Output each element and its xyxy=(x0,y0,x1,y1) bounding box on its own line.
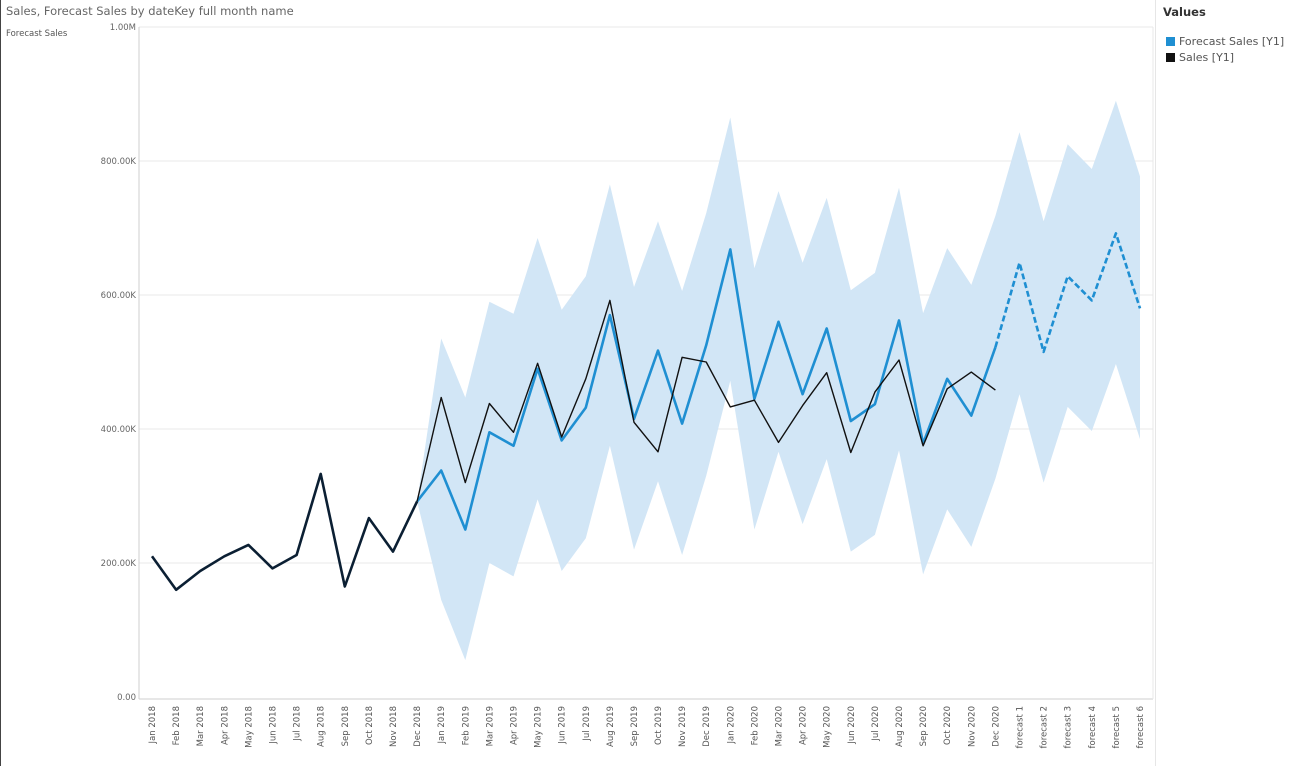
x-tick-label: Nov 2018 xyxy=(389,706,399,747)
x-tick-label: Jan 2018 xyxy=(148,706,158,744)
x-tick-label: Dec 2020 xyxy=(991,706,1001,747)
x-tick-label: Dec 2019 xyxy=(702,706,712,747)
x-tick-label: Jun 2019 xyxy=(558,706,568,745)
x-tick-label: Apr 2020 xyxy=(799,706,809,745)
x-tick-label: forecast 2 xyxy=(1040,706,1050,748)
line-chart-plot[interactable]: 0.00 200.00K 400.00K 600.00K 800.00K 1.00M Jan… xyxy=(1,0,1156,766)
sales-line xyxy=(416,299,996,502)
x-tick-label: Jan 2020 xyxy=(726,706,736,744)
y-tick-label: 200.00K xyxy=(101,559,137,569)
y-tick-label: 1.00M xyxy=(110,23,136,33)
x-tick-label: forecast 4 xyxy=(1088,706,1098,748)
x-tick-label: forecast 6 xyxy=(1136,706,1146,748)
x-tick-label: May 2018 xyxy=(244,706,254,748)
y-tick-label: 0.00 xyxy=(117,693,136,703)
x-tick-label: May 2019 xyxy=(534,706,544,748)
legend-title: Values xyxy=(1163,5,1206,19)
x-tick-label: Sep 2020 xyxy=(919,706,929,746)
x-tick-label: Oct 2020 xyxy=(943,706,953,745)
chart-title: Sales, Forecast Sales by dateKey full mo… xyxy=(6,4,294,18)
x-tick-label: Jun 2020 xyxy=(847,706,857,745)
x-tick-label: Oct 2018 xyxy=(365,706,375,745)
x-tick-label: Aug 2018 xyxy=(317,706,327,747)
series-lines xyxy=(150,232,1142,592)
legend-panel: Values Forecast Sales [Y1] Sales [Y1] xyxy=(1155,0,1309,766)
x-tick-label: Jul 2019 xyxy=(582,706,592,742)
x-tick-label: Aug 2020 xyxy=(895,706,905,747)
x-tick-label: Sep 2019 xyxy=(630,706,640,746)
x-tick-label: Jul 2020 xyxy=(871,706,881,742)
x-tick-label: forecast 1 xyxy=(1016,706,1026,748)
x-tick-label: forecast 5 xyxy=(1112,706,1122,748)
x-tick-label: Nov 2020 xyxy=(967,706,977,747)
forecast-sales-line xyxy=(416,248,997,531)
x-tick-label: forecast 3 xyxy=(1064,706,1074,748)
legend-swatch-sales xyxy=(1166,53,1175,62)
axes: 0.00 200.00K 400.00K 600.00K 800.00K 1.00M Jan… xyxy=(101,23,1154,748)
x-tick-label: Jun 2018 xyxy=(268,706,278,745)
legend-label-forecast-sales: Forecast Sales [Y1] xyxy=(1179,35,1285,48)
x-tick-label: Apr 2019 xyxy=(509,706,519,745)
legend-item-sales[interactable]: Sales [Y1] xyxy=(1166,51,1234,64)
y-tick-label: 800.00K xyxy=(101,157,137,167)
x-tick-label: Feb 2019 xyxy=(461,706,471,745)
x-tick-label: Nov 2019 xyxy=(678,706,688,747)
x-tick-label: Feb 2018 xyxy=(172,706,182,745)
y-tick-label: 400.00K xyxy=(101,425,137,435)
x-tick-label: Oct 2019 xyxy=(654,706,664,745)
chart-visual[interactable]: Sales, Forecast Sales by dateKey full mo… xyxy=(0,0,1155,766)
x-tick-label: Apr 2018 xyxy=(220,706,230,745)
x-tick-label: Mar 2019 xyxy=(485,706,495,746)
x-tick-label: Jul 2018 xyxy=(293,706,303,742)
x-tick-label: Feb 2020 xyxy=(750,706,760,745)
x-tick-label: Aug 2019 xyxy=(606,706,616,747)
x-tick-label: Mar 2020 xyxy=(775,706,785,746)
sales-line-history xyxy=(150,472,419,592)
legend-item-forecast-sales[interactable]: Forecast Sales [Y1] xyxy=(1166,35,1284,48)
y-tick-label: 600.00K xyxy=(101,291,137,301)
confidence-band-area xyxy=(417,100,1141,661)
legend-label-sales: Sales [Y1] xyxy=(1179,51,1235,64)
x-tick-label: Dec 2018 xyxy=(413,706,423,747)
forecast-sales-line-projected xyxy=(994,232,1142,354)
legend-swatch-forecast-sales xyxy=(1166,37,1175,46)
x-tick-label: Mar 2018 xyxy=(196,706,206,746)
x-tick-label: Jan 2019 xyxy=(437,706,447,744)
x-tick-label: Sep 2018 xyxy=(341,706,351,746)
x-tick-label: May 2020 xyxy=(823,706,833,748)
confidence-band xyxy=(417,100,1141,661)
y-axis-title: Forecast Sales xyxy=(6,29,68,39)
